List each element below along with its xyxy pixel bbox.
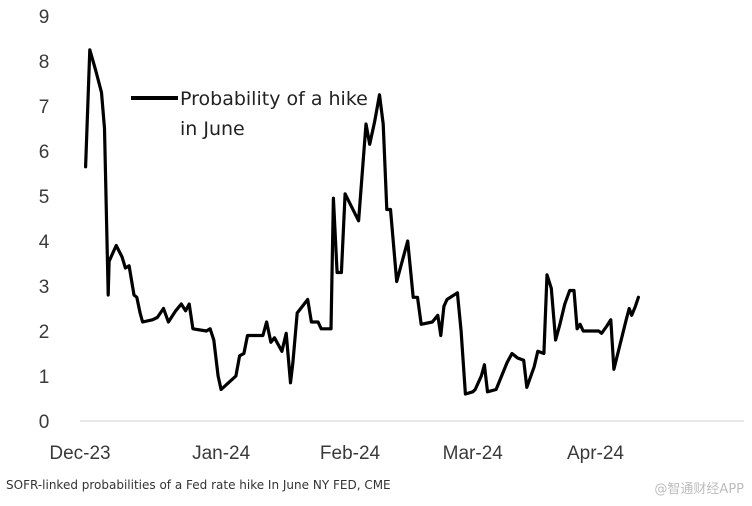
series-line-hike-probability [83, 48, 641, 396]
y-tick-label: 8 [39, 52, 50, 73]
y-tick-label: 3 [39, 277, 50, 298]
y-tick-label: 5 [39, 187, 50, 208]
y-tick-label: 1 [39, 367, 50, 388]
y-tick-label: 7 [39, 97, 50, 118]
watermark: @智通财经APP [654, 482, 744, 497]
y-tick-label: 2 [39, 322, 50, 343]
legend-label-line-2: in June [180, 118, 245, 140]
y-tick-label: 9 [39, 7, 50, 28]
x-tick-label: Feb-24 [320, 443, 381, 464]
legend: Probability of a hike in June [131, 88, 368, 140]
legend-label-line-1: Probability of a hike [180, 88, 368, 110]
x-tick-label: Dec-23 [49, 443, 110, 464]
x-tick-label: Mar-24 [443, 443, 504, 464]
y-tick-label: 6 [39, 142, 50, 163]
y-axis-ticks: 0 1 2 3 4 5 6 7 8 9 [39, 7, 50, 433]
line-chart: 0 1 2 3 4 5 6 7 8 9 Dec-23 Jan-24 Feb-24 Mar-24 Apr-2… [39, 7, 744, 464]
x-axis-ticks: Dec-23 Jan-24 Feb-24 Mar-24 Apr-24 [49, 443, 624, 464]
y-tick-label: 4 [39, 232, 50, 253]
x-tick-label: Apr-24 [567, 443, 624, 464]
y-tick-label: 0 [39, 412, 50, 433]
caption-source: NY FED, CME [312, 478, 391, 492]
x-tick-label: Jan-24 [192, 443, 251, 464]
chart-caption: SOFR-linked probabilities of a Fed rate … [6, 478, 391, 492]
caption-text: SOFR-linked probabilities of a Fed rate … [6, 478, 310, 492]
